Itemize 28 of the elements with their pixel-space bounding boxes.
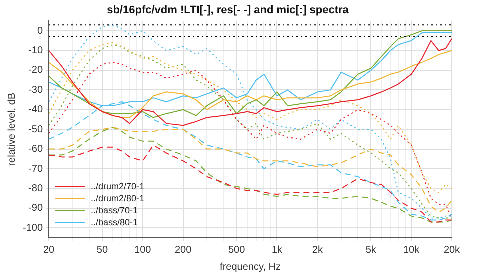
x-tick-label: 1k [272, 244, 284, 256]
y-tick-label: -80 [28, 183, 44, 194]
y-tick-label: -60 [28, 144, 44, 156]
y-tick-label: -50 [28, 124, 44, 136]
y-axis-title: relative level, dB [6, 92, 18, 166]
y-tick-label: -100 [23, 222, 44, 234]
x-tick-label: 500 [228, 244, 246, 256]
x-tick-label: 20 [43, 244, 56, 256]
x-tick-label: 200 [175, 244, 192, 256]
y-tick-label: -10 [28, 46, 44, 57]
y-tick-label: -90 [28, 203, 44, 214]
legend-label: ../bass/70-1 [91, 205, 138, 216]
y-tick-label: 0 [37, 26, 44, 37]
legend-label: ../drum2/80-1 [91, 193, 145, 204]
legend-label: ../drum2/70-1 [91, 181, 145, 192]
x-tick-label: 50 [96, 244, 108, 256]
chart-title: sb/16pfc/vdm !LTI[-], res[- -] and mic[:] spectra [107, 4, 350, 17]
y-tick-label: -70 [28, 164, 44, 175]
x-axis-title: frequency, Hz [220, 262, 281, 273]
legend-label: ../bass/80-1 [91, 217, 138, 228]
y-tick-label: -20 [28, 65, 44, 76]
y-tick-label: -40 [28, 104, 44, 116]
x-tick-label: 5k [366, 244, 378, 256]
x-tick-label: 100 [134, 244, 152, 256]
x-tick-label: 10k [404, 244, 421, 256]
x-tick-label: 20k [444, 244, 462, 256]
x-tick-label: 2k [312, 244, 324, 256]
y-tick-label: -30 [28, 84, 44, 96]
